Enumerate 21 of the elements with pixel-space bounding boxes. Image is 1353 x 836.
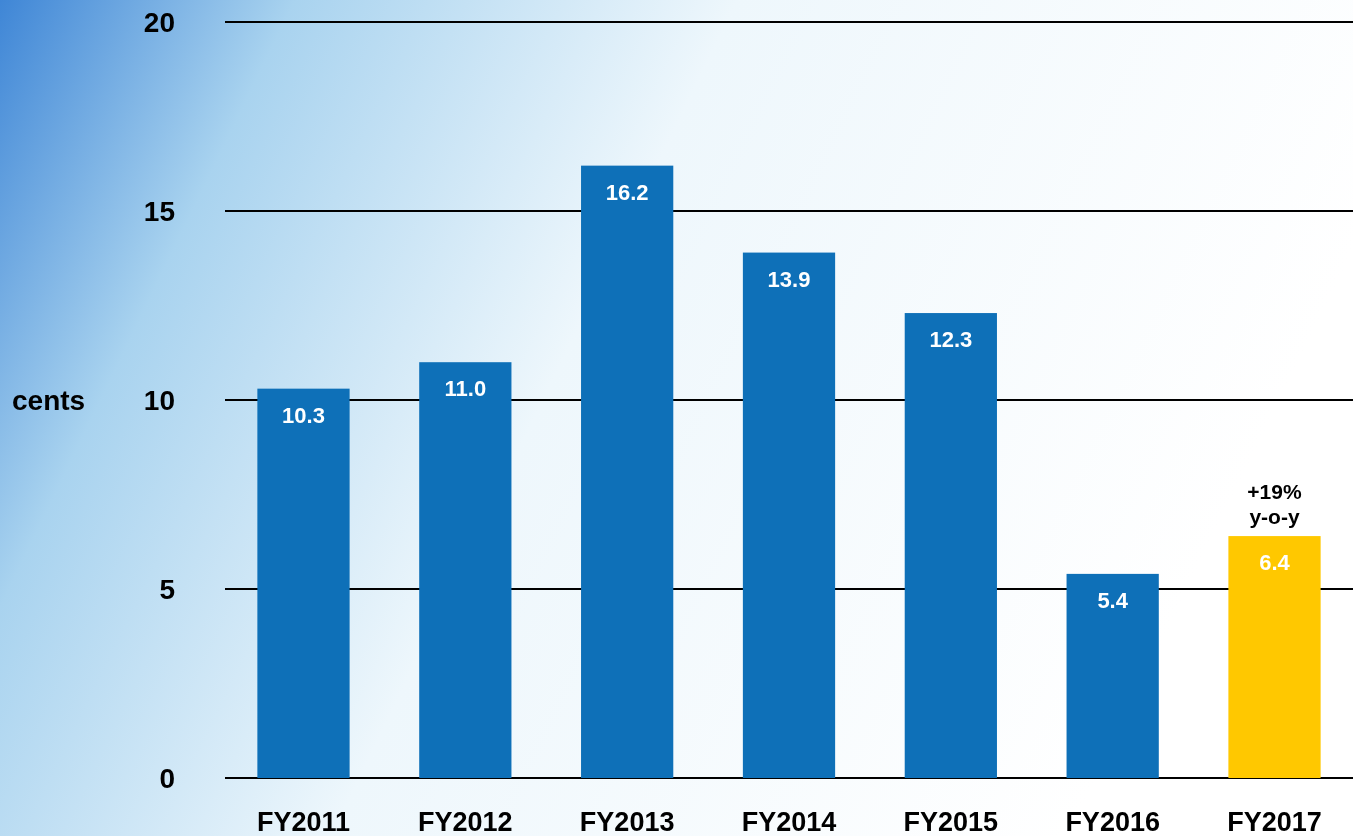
data-label: 6.4 [1259,550,1291,576]
data-label: 13.9 [767,266,811,292]
x-tick-label: FY2017 [1227,807,1322,836]
y-tick-label: 5 [159,573,175,605]
x-tick-label: FY2015 [903,807,999,836]
y-tick-label: 20 [143,6,175,38]
y-tick-label: 15 [143,195,175,227]
data-label: 5.4 [1097,587,1129,613]
data-label: 16.2 [605,179,649,205]
x-tick-label: FY2011 [256,807,351,836]
x-tick-label: FY2012 [418,807,513,836]
x-tick-label: FY2016 [1065,807,1160,836]
y-tick-label: 0 [159,762,175,794]
data-label: 12.3 [929,327,973,353]
y-axis-title: cents [12,384,86,416]
data-label: 11.0 [444,376,487,402]
annotation: +19% y-o-y [1247,480,1302,529]
y-tick-label: 10 [143,384,175,416]
x-tick-label: FY2014 [741,807,837,836]
x-tick-label: FY2013 [579,807,675,836]
data-label: 10.3 [282,402,325,428]
